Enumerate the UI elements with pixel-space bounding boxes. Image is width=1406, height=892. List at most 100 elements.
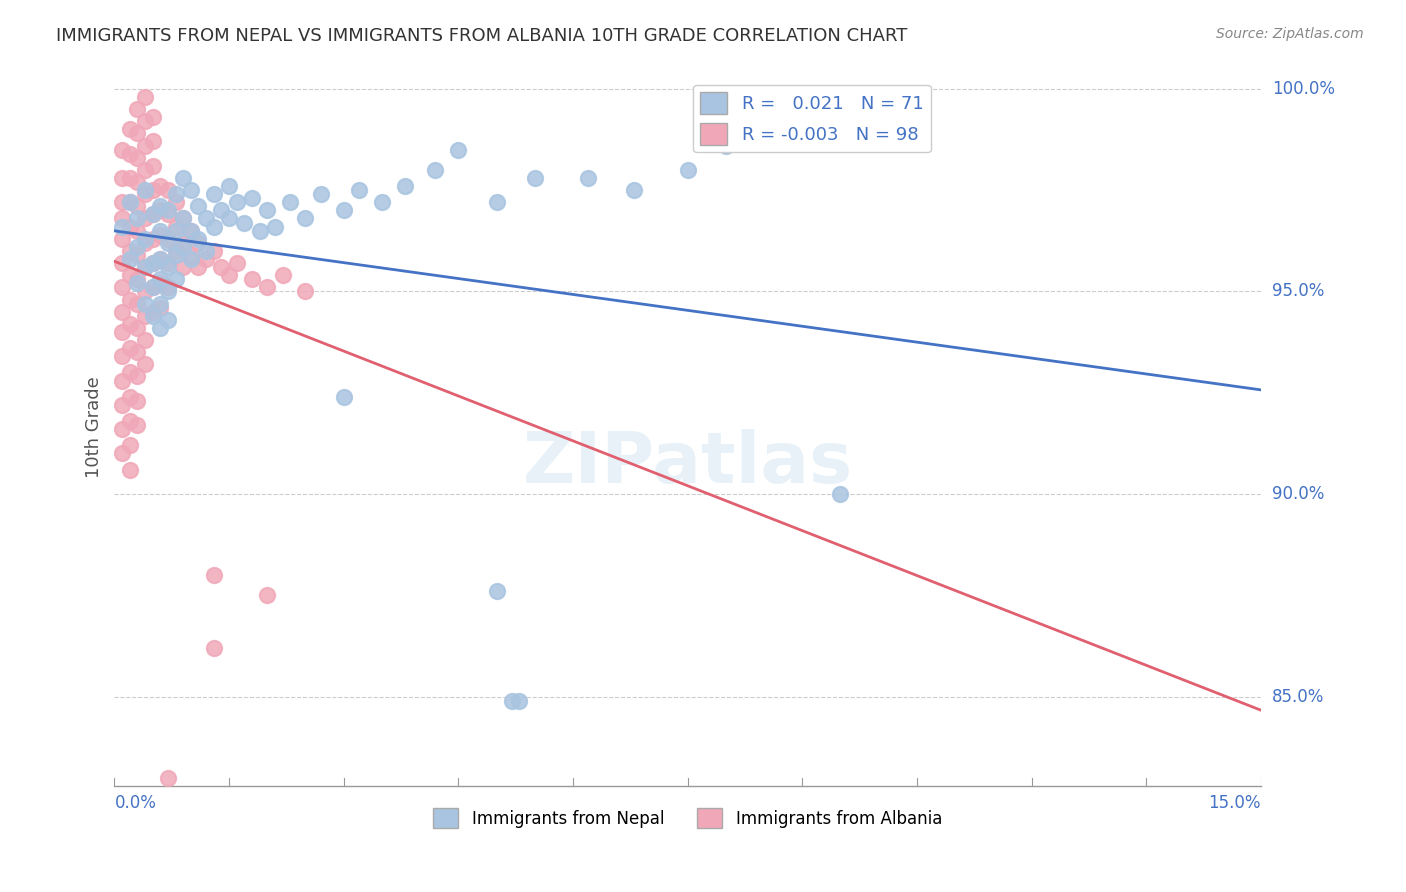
Point bbox=[180, 224, 202, 238]
Point bbox=[508, 694, 530, 708]
Point bbox=[156, 771, 179, 785]
Point bbox=[156, 183, 179, 197]
Point bbox=[156, 280, 179, 294]
Point bbox=[118, 463, 141, 477]
Point bbox=[225, 195, 247, 210]
Point bbox=[165, 195, 187, 210]
Point bbox=[111, 143, 134, 157]
Point bbox=[127, 277, 149, 291]
Point bbox=[118, 252, 141, 266]
Point bbox=[142, 110, 165, 124]
Point bbox=[134, 138, 156, 153]
Point bbox=[218, 179, 240, 194]
Point bbox=[576, 170, 599, 185]
Text: 100.0%: 100.0% bbox=[1272, 79, 1336, 98]
Point bbox=[394, 179, 416, 194]
Point bbox=[156, 207, 179, 221]
Point bbox=[142, 135, 165, 149]
Point bbox=[134, 183, 156, 197]
Point bbox=[134, 235, 156, 250]
Point bbox=[195, 252, 218, 266]
Point bbox=[118, 170, 141, 185]
Point bbox=[118, 438, 141, 452]
Point bbox=[134, 309, 156, 323]
Point bbox=[134, 296, 156, 310]
Point bbox=[134, 260, 156, 274]
Point bbox=[149, 321, 172, 335]
Point bbox=[165, 244, 187, 258]
Point bbox=[676, 162, 699, 177]
Point bbox=[187, 232, 209, 246]
Point bbox=[165, 248, 187, 262]
Point bbox=[218, 211, 240, 226]
Point bbox=[233, 215, 256, 229]
Point bbox=[165, 272, 187, 286]
Point bbox=[134, 357, 156, 371]
Point bbox=[249, 224, 271, 238]
Point bbox=[134, 114, 156, 128]
Point bbox=[142, 256, 165, 270]
Point bbox=[294, 211, 316, 226]
Point bbox=[111, 211, 134, 226]
Point bbox=[156, 312, 179, 326]
Point bbox=[195, 211, 218, 226]
Point bbox=[332, 203, 354, 218]
Text: 85.0%: 85.0% bbox=[1272, 688, 1324, 706]
Point bbox=[127, 211, 149, 226]
Point bbox=[127, 224, 149, 238]
Point bbox=[111, 446, 134, 460]
Point bbox=[195, 244, 218, 258]
Point bbox=[165, 219, 187, 234]
Point bbox=[202, 219, 225, 234]
Point bbox=[271, 268, 294, 283]
Point bbox=[425, 162, 447, 177]
Point bbox=[202, 187, 225, 202]
Point bbox=[118, 414, 141, 428]
Point bbox=[111, 219, 134, 234]
Point bbox=[256, 280, 278, 294]
Point bbox=[142, 280, 165, 294]
Point bbox=[156, 203, 179, 218]
Point bbox=[256, 203, 278, 218]
Point bbox=[172, 211, 194, 226]
Point bbox=[202, 640, 225, 655]
Point bbox=[127, 102, 149, 116]
Text: 95.0%: 95.0% bbox=[1272, 283, 1324, 301]
Point bbox=[142, 207, 165, 221]
Point bbox=[134, 285, 156, 299]
Point bbox=[187, 199, 209, 213]
Point bbox=[127, 175, 149, 189]
Point bbox=[118, 366, 141, 380]
Point bbox=[142, 256, 165, 270]
Point bbox=[240, 191, 263, 205]
Legend: Immigrants from Nepal, Immigrants from Albania: Immigrants from Nepal, Immigrants from A… bbox=[426, 801, 949, 835]
Point bbox=[165, 224, 187, 238]
Point bbox=[172, 240, 194, 254]
Point bbox=[485, 195, 508, 210]
Point bbox=[149, 277, 172, 291]
Point bbox=[118, 146, 141, 161]
Point bbox=[202, 568, 225, 582]
Text: 15.0%: 15.0% bbox=[1208, 794, 1261, 812]
Point bbox=[218, 268, 240, 283]
Point bbox=[294, 285, 316, 299]
Point bbox=[111, 170, 134, 185]
Point bbox=[142, 183, 165, 197]
Point bbox=[134, 187, 156, 202]
Point bbox=[118, 341, 141, 355]
Point bbox=[118, 195, 141, 210]
Point bbox=[111, 325, 134, 339]
Point bbox=[149, 272, 172, 286]
Text: 90.0%: 90.0% bbox=[1272, 485, 1324, 503]
Point bbox=[501, 694, 523, 708]
Point bbox=[156, 256, 179, 270]
Point bbox=[142, 280, 165, 294]
Point bbox=[127, 272, 149, 286]
Point bbox=[134, 333, 156, 347]
Point bbox=[127, 321, 149, 335]
Point bbox=[149, 227, 172, 242]
Point bbox=[134, 162, 156, 177]
Point bbox=[118, 219, 141, 234]
Point bbox=[278, 195, 301, 210]
Point bbox=[149, 252, 172, 266]
